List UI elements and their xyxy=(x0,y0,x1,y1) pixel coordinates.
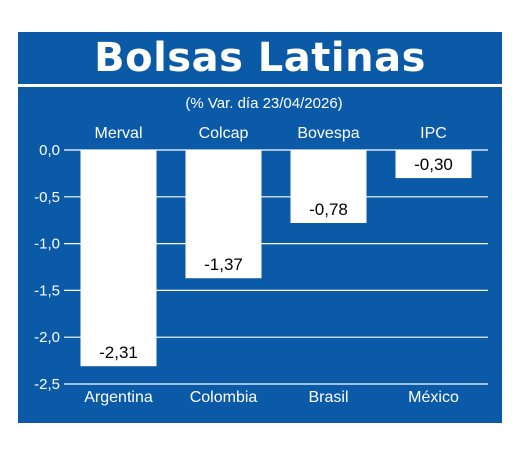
bar xyxy=(395,150,472,179)
bar-value-label: -1,37 xyxy=(204,255,243,274)
bar-value-label: -0,78 xyxy=(309,200,348,219)
index-name-label: Colcap xyxy=(199,125,249,142)
y-tick-label: -0,5 xyxy=(34,189,60,206)
category-label: Colombia xyxy=(190,389,258,406)
labels: 0,0 -0,5 -1,0 -1,5 -2,0 -2,5 -2,31 Merval Argent… xyxy=(34,125,459,406)
bar xyxy=(290,150,367,224)
category-label: Argentina xyxy=(84,389,153,406)
category-label: Brasil xyxy=(308,389,348,406)
chart-panel: (% Var. día 23/04/2026) 0,0 -0,5 -1,0 -1,5 -… xyxy=(18,87,502,423)
y-tick-label: -2,0 xyxy=(34,329,60,346)
index-name-label: IPC xyxy=(420,125,447,142)
bar-chart: (% Var. día 23/04/2026) 0,0 -0,5 -1,0 -1,5 -… xyxy=(34,95,488,406)
category-label: México xyxy=(408,389,459,406)
bar-value-label: -2,31 xyxy=(99,343,138,362)
index-name-label: Merval xyxy=(94,125,142,142)
bar-value-label: -0,30 xyxy=(414,155,453,174)
title-bar: Bolsas Latinas xyxy=(18,32,502,84)
chart-title: Bolsas Latinas xyxy=(94,35,426,81)
index-name-label: Bovespa xyxy=(297,125,359,142)
chart-subtitle: (% Var. día 23/04/2026) xyxy=(185,95,342,112)
y-tick-label: -1,0 xyxy=(34,236,60,253)
y-tick-label: -1,5 xyxy=(34,282,60,299)
bar xyxy=(185,150,262,279)
bars xyxy=(80,150,472,367)
y-tick-label: -2,5 xyxy=(34,376,60,393)
y-tick-label: 0,0 xyxy=(39,142,60,159)
bar xyxy=(80,150,157,367)
